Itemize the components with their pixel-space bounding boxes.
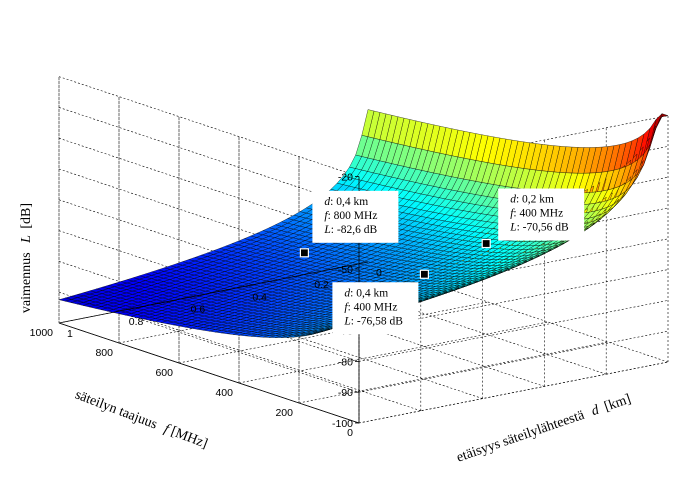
datatip-line: L: -70,56 dB — [509, 222, 569, 234]
z-tick-label: -80 — [338, 356, 353, 368]
y-tick-label: 0.8 — [129, 316, 144, 328]
datatip-key: f — [324, 210, 329, 222]
grid-line-y-floor — [367, 261, 669, 363]
datatip-line: d: 0,2 km — [510, 194, 554, 206]
x-tick-label: 0 — [347, 427, 353, 439]
x-axis-label-unit: [MHz] — [169, 424, 210, 452]
x-tick-label: 800 — [95, 347, 113, 359]
datatip-line: f: 400 MHz — [344, 301, 397, 313]
x-tick-label: 600 — [155, 367, 173, 379]
z-tick-label: -100 — [332, 418, 353, 430]
x-tick-label: 1000 — [30, 327, 54, 339]
datatip-line: f: 400 MHz — [510, 208, 563, 220]
datatip-line: d: 0,4 km — [344, 287, 388, 299]
datatip-line: f: 800 MHz — [324, 210, 377, 222]
datatip-key: L — [509, 222, 516, 234]
grid-line-y-floor — [120, 310, 421, 412]
datatip-value: : 0,2 km — [516, 194, 554, 206]
grid-line-y-floor — [244, 286, 545, 387]
z-axis-label: vaimennus L [dB] — [19, 203, 34, 313]
datatip-box — [312, 190, 399, 243]
y-axis-label-text: etäisyys säteilylähteestä — [455, 408, 587, 466]
datatip-marker — [481, 238, 491, 249]
datatip-value: : 400 MHz — [513, 208, 563, 220]
y-axis-label: etäisyys säteilylähteestä d [km] — [455, 392, 633, 466]
x-tick-label: 200 — [275, 407, 293, 419]
datatip-value: : -76,58 dB — [351, 315, 403, 327]
datatip-line: L: -76,58 dB — [343, 315, 403, 327]
datatip-key: d — [510, 194, 516, 206]
z-axis-label-unit: [dB] — [19, 203, 34, 229]
datatip-value: : -70,56 dB — [517, 222, 569, 234]
datatip-value: : 0,4 km — [330, 196, 368, 208]
grid-line-y-floor — [306, 273, 607, 375]
datatip-key: d — [324, 196, 330, 208]
y-tick-label: 0.6 — [191, 304, 206, 316]
datatip-key: d — [344, 287, 350, 299]
z-axis-label-symbol: L — [19, 235, 34, 244]
y-tick-label: 0.4 — [252, 291, 267, 303]
datatip-value: : 800 MHz — [328, 210, 378, 222]
datatip-key: f — [510, 208, 515, 220]
datatip-key: f — [344, 301, 349, 313]
surface-cell — [58, 297, 72, 302]
datatip-box — [332, 282, 419, 335]
y-tick-label: 0 — [376, 267, 382, 279]
y-axis-line — [58, 261, 369, 324]
datatip-marker — [419, 269, 429, 279]
datatip-box — [498, 188, 585, 241]
y-tick-label: 1 — [67, 328, 73, 340]
datatip-marker — [299, 248, 309, 258]
z-tick-label: -90 — [338, 387, 353, 399]
datatip-value: : 0,4 km — [350, 287, 388, 299]
z-tick-label: -20 — [338, 172, 353, 184]
datatip-value: : 400 MHz — [348, 301, 398, 313]
x-axis-line — [58, 322, 360, 424]
datatip-line: d: 0,4 km — [324, 196, 368, 208]
datatip-key: L — [323, 224, 330, 236]
z-tick-label: -50 — [338, 264, 353, 276]
grid-line-x-floor — [238, 321, 549, 384]
datatip-line: L: -82,6 dB — [323, 224, 377, 236]
grid-line-x-floor — [298, 341, 609, 404]
datatip-key: L — [343, 315, 350, 327]
grid-line-y-floor — [182, 298, 483, 399]
y-tick-label: 0.2 — [314, 279, 329, 291]
grid-line-x-floor — [358, 361, 669, 424]
y-axis-label-unit: [km] — [602, 392, 633, 415]
grid-line-z — [58, 322, 669, 424]
y-axis-label-symbol: d — [590, 402, 602, 419]
datatip-value: : -82,6 dB — [331, 224, 378, 236]
x-tick-label: 400 — [215, 387, 233, 399]
z-axis-label-text: vaimennus — [19, 252, 34, 313]
x-axis-label: säteilyn taajuus f [MHz] — [73, 388, 210, 452]
x-axis-label-text: säteilyn taajuus — [73, 388, 159, 433]
